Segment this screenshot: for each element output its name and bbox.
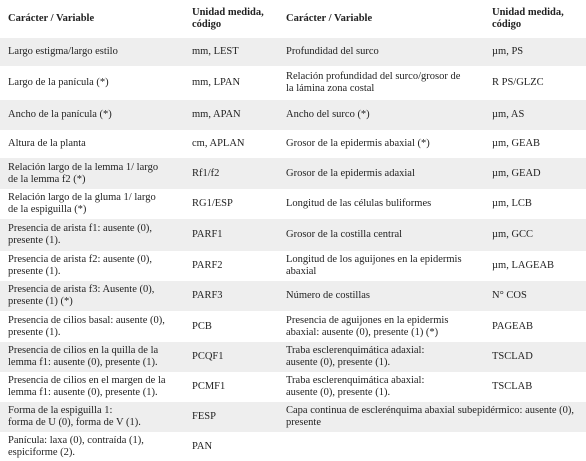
cell-character: Presencia de cilios basal: ausente (0), … <box>8 314 165 338</box>
cell-unit-2: µm, GEAB <box>492 138 541 149</box>
table-row: Panícula: laxa (0), contraída (1), espic… <box>0 432 586 461</box>
cell-character-2: Longitud de los aguijones en la epidermi… <box>286 254 462 277</box>
cell-unit-2: µm, AS <box>492 109 525 120</box>
table-row: Relación largo de la gluma 1/ largo de l… <box>0 189 586 219</box>
cell-character: Presencia de cilios en la quilla de la l… <box>8 345 159 368</box>
table-header: Carácter / Variable Unidad medida, códig… <box>0 0 586 38</box>
cell-unit: mm, APAN <box>192 109 241 120</box>
cell-character: Presencia de arista f1: ausente (0), pre… <box>8 223 153 246</box>
cell-character-2: Grosor de la epidermis abaxial (*) <box>286 138 430 149</box>
table-row: Largo de la panícula (*) mm, LPAN Relaci… <box>0 66 586 100</box>
cell-character: Altura de la planta <box>8 138 86 149</box>
cell-unit: PARF2 <box>192 260 223 271</box>
cell-character: Presencia de cilios en el margen de la l… <box>8 375 166 398</box>
cell-character-2: Relación profundidad del surco/grosor de… <box>286 71 461 94</box>
cell-character-2: Presencia de aguijones en la epidermis a… <box>286 314 449 338</box>
cell-unit-2: µm, GEAD <box>492 167 541 179</box>
cell-unit: mm, LPAN <box>192 77 241 88</box>
cell-unit-2: R PS/GLZC <box>492 77 544 88</box>
header-character: Carácter / Variable <box>8 13 95 24</box>
table-row: Presencia de arista f3: Ausente (0), pre… <box>0 281 586 311</box>
cell-character-2: Número de costillas <box>286 290 370 301</box>
table-row: Ancho de la panícula (*) mm, APAN Ancho … <box>0 100 586 130</box>
cell-unit-2: µm, GCC <box>492 229 534 240</box>
table-row: Presencia de cilios en el margen de la l… <box>0 372 586 402</box>
header-unit-2: Unidad medida, código <box>492 7 564 30</box>
cell-unit: PARF3 <box>192 290 223 301</box>
cell-unit-2: µm, LCB <box>492 198 532 209</box>
cell-unit-2: TSCLAD <box>492 351 533 362</box>
cell-character: Largo de la panícula (*) <box>8 77 109 88</box>
table-row: Presencia de arista f1: ausente (0), pre… <box>0 219 586 251</box>
cell-character-2: Longitud de las células buliformes <box>286 198 432 209</box>
cell-character: Ancho de la panícula (*) <box>8 109 112 120</box>
cell-unit: FESP <box>192 411 216 422</box>
cell-character-2: Capa continua de esclerénquima abaxial s… <box>286 405 575 428</box>
cell-character: Panícula: laxa (0), contraída (1), espic… <box>8 434 144 458</box>
cell-unit: PCMF1 <box>192 381 226 392</box>
table-row: Presencia de arista f2: ausente (0), pre… <box>0 251 586 281</box>
cell-character-2: Grosor de la costilla central <box>286 229 403 240</box>
header-unit: Unidad medida, código <box>192 7 264 30</box>
cell-unit: PCQF1 <box>192 351 224 362</box>
cell-unit-2: TSCLAB <box>492 381 533 392</box>
table-row: Largo estigma/largo estilo mm, LEST Prof… <box>0 38 586 66</box>
table-row: Relación largo de la lemma 1/ largo de l… <box>0 158 586 189</box>
cell-character: Relación largo de la gluma 1/ largo de l… <box>8 192 156 215</box>
cell-character: Presencia de arista f2: ausente (0), pre… <box>8 254 153 277</box>
table-row: Forma de la espiguilla 1: forma de U (0)… <box>0 402 586 432</box>
cell-character: Forma de la espiguilla 1: forma de U (0)… <box>8 405 141 428</box>
cell-unit: PCB <box>192 320 212 332</box>
cell-unit: PARF1 <box>192 229 223 240</box>
cell-character-2: Traba esclerenquimática adaxial: ausente… <box>286 345 425 368</box>
cell-unit-2: µm, LAGEAB <box>492 260 555 271</box>
cell-character: Presencia de arista f3: Ausente (0), pre… <box>8 284 155 307</box>
cell-unit-2: N° COS <box>492 290 527 301</box>
cell-unit: mm, LEST <box>192 46 239 57</box>
cell-unit: Rf1/f2 <box>192 167 220 179</box>
cell-unit: PAN <box>192 440 213 452</box>
cell-unit-2: PAGEAB <box>492 320 534 332</box>
table-row: Altura de la planta cm, APLAN Grosor de … <box>0 130 586 158</box>
cell-unit: cm, APLAN <box>192 138 245 149</box>
header-character-2: Carácter / Variable <box>286 13 373 24</box>
cell-character: Relación largo de la lemma 1/ largo de l… <box>8 161 159 185</box>
cell-character-2: Ancho del surco (*) <box>286 109 370 120</box>
cell-character-2: Grosor de la epidermis adaxial <box>286 167 415 179</box>
cell-unit-2: µm, PS <box>492 46 524 57</box>
table-row: Presencia de cilios en la quilla de la l… <box>0 342 586 372</box>
cell-unit: RG1/ESP <box>192 198 233 209</box>
cell-character-2: Traba esclerenquimática abaxial: ausente… <box>286 375 425 398</box>
table-row: Presencia de cilios basal: ausente (0), … <box>0 311 586 342</box>
cell-character-2: Profundidad del surco <box>286 46 379 57</box>
cell-character: Largo estigma/largo estilo <box>8 46 118 57</box>
